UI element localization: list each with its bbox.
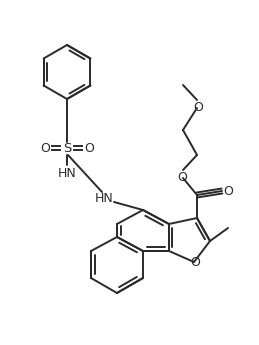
Text: O: O <box>193 100 203 114</box>
Text: S: S <box>63 141 71 155</box>
Text: O: O <box>223 185 233 197</box>
Text: O: O <box>190 256 200 269</box>
Text: HN: HN <box>95 191 113 205</box>
Text: O: O <box>84 141 94 155</box>
Text: O: O <box>177 170 187 184</box>
Text: O: O <box>40 141 50 155</box>
Text: HN: HN <box>57 167 76 179</box>
